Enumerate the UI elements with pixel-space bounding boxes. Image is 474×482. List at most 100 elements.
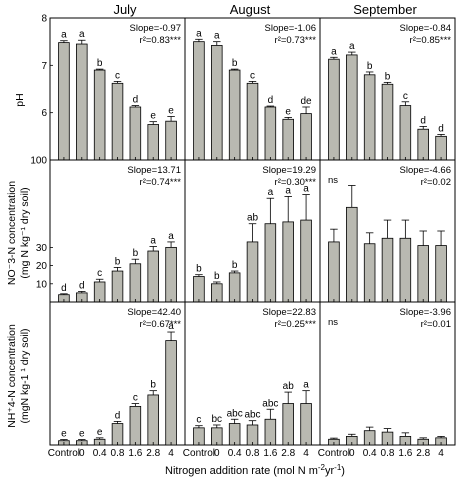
ns-annotation: ns: [328, 317, 338, 328]
significance-letter: d: [115, 410, 121, 421]
bar: [346, 206, 358, 303]
slope-annotation: Slope=42.40: [127, 307, 181, 318]
bar: [399, 105, 412, 161]
y-tick-label: 7: [41, 61, 47, 72]
bar: [58, 42, 70, 161]
bar: [129, 106, 142, 161]
bar: [381, 83, 394, 161]
bar: [399, 237, 412, 303]
x-tick-label: 1.6: [398, 448, 412, 459]
slope-annotation: Slope=-0.97: [130, 23, 182, 34]
significance-letter: b: [232, 58, 238, 69]
significance-letter: d: [420, 115, 426, 126]
x-tick-label: Control: [48, 448, 80, 459]
slope-annotation: Slope=-1.06: [265, 23, 317, 34]
significance-letter: d: [61, 283, 67, 294]
x-tick-label: Control: [318, 448, 350, 459]
bar: [282, 221, 294, 303]
significance-letter: b: [232, 260, 238, 271]
y-tick-label: 10: [36, 279, 48, 290]
slope-annotation: Slope=-0.84: [400, 23, 452, 34]
bar: [264, 418, 277, 446]
column-title-july: July: [113, 2, 137, 17]
r-squared-annotation: r²=0.83***: [140, 35, 182, 46]
panel-nh4-august: c Control bc 0 abc 0.4 abc 0.8 abc 1.6 ab 2.8 a 4 Slop…: [183, 301, 321, 459]
bar: [282, 118, 294, 161]
y-tick-label: 20: [36, 261, 48, 272]
significance-letter: de: [301, 96, 313, 107]
bar: [129, 263, 142, 303]
bar: [417, 128, 429, 161]
significance-letter: a: [196, 28, 202, 39]
x-tick-label: 2.8: [416, 448, 430, 459]
bar: [93, 69, 106, 161]
significance-letter: e: [97, 427, 103, 438]
significance-letter: e: [150, 111, 156, 122]
bar: [417, 245, 429, 303]
y-tick-label: 30: [36, 243, 48, 254]
x-tick-label: 0.8: [111, 448, 125, 459]
y-tick-label-ph-100: 100: [30, 156, 47, 167]
significance-letter: abc: [227, 408, 243, 419]
significance-letter: a: [61, 30, 67, 41]
bar: [328, 241, 340, 303]
slope-annotation: Slope=13.71: [127, 165, 181, 176]
column-title-september: September: [353, 2, 417, 17]
significance-letter: b: [97, 58, 103, 69]
x-tick-label: 0.8: [246, 448, 260, 459]
significance-letter: c: [403, 91, 408, 102]
bar: [147, 250, 159, 303]
significance-letter: b: [214, 271, 220, 282]
significance-letter: ab: [247, 213, 259, 224]
significance-letter: b: [196, 264, 202, 275]
significance-letter: b: [385, 71, 391, 82]
x-tick-label: 4: [168, 448, 174, 459]
bar: [165, 120, 177, 161]
column-title-august: August: [230, 2, 271, 17]
significance-letter: abc: [262, 398, 278, 409]
significance-letter: abc: [244, 410, 260, 421]
x-tick-label: 1.6: [263, 448, 277, 459]
significance-letter: d: [79, 280, 85, 291]
slope-annotation: Slope=19.29: [262, 165, 316, 176]
slope-annotation: Slope=22.83: [262, 307, 316, 318]
bar: [93, 281, 106, 303]
x-tick-label: 2.8: [146, 448, 160, 459]
ns-annotation: ns: [328, 175, 338, 186]
significance-letter: d: [268, 95, 274, 106]
bar: [363, 243, 376, 303]
x-tick-label: 2.8: [281, 448, 295, 459]
bar: [363, 74, 376, 161]
bar: [435, 245, 447, 303]
significance-letter: b: [133, 248, 139, 259]
significance-letter: a: [79, 29, 85, 40]
bar: [193, 41, 205, 161]
bar: [111, 423, 124, 446]
x-axis-label-text: Nitrogen addition rate (mol N m: [165, 465, 318, 477]
x-tick-label: 0.4: [228, 448, 242, 459]
significance-letter: e: [79, 429, 85, 440]
significance-letter: c: [133, 393, 138, 404]
x-axis-label: Nitrogen addition rate (mol N m-2yr-1): [165, 463, 345, 477]
bar: [111, 270, 124, 303]
x-tick-label: 0: [349, 448, 355, 459]
bar: [246, 241, 259, 303]
bar: [300, 219, 312, 303]
bar: [111, 82, 124, 161]
significance-letter: e: [61, 429, 67, 440]
x-axis-label-sup2: -1: [334, 463, 342, 472]
bar: [228, 69, 241, 161]
slope-annotation: Slope=-4.66: [400, 165, 452, 176]
panel-nh4-july: e Control e 0 e 0.4 d 0.8 c 1.6 b 2.8 a 4 Slope=42.40r…: [48, 301, 186, 459]
y-tick-label: 8: [41, 14, 47, 25]
significance-letter: b: [150, 380, 156, 391]
significance-letter: a: [285, 185, 291, 196]
bar: [211, 45, 223, 161]
bar: [246, 82, 259, 161]
r-squared-annotation: r²=0.85***: [410, 35, 452, 46]
y-tick-label: 6: [41, 108, 47, 119]
bar: [228, 272, 241, 303]
